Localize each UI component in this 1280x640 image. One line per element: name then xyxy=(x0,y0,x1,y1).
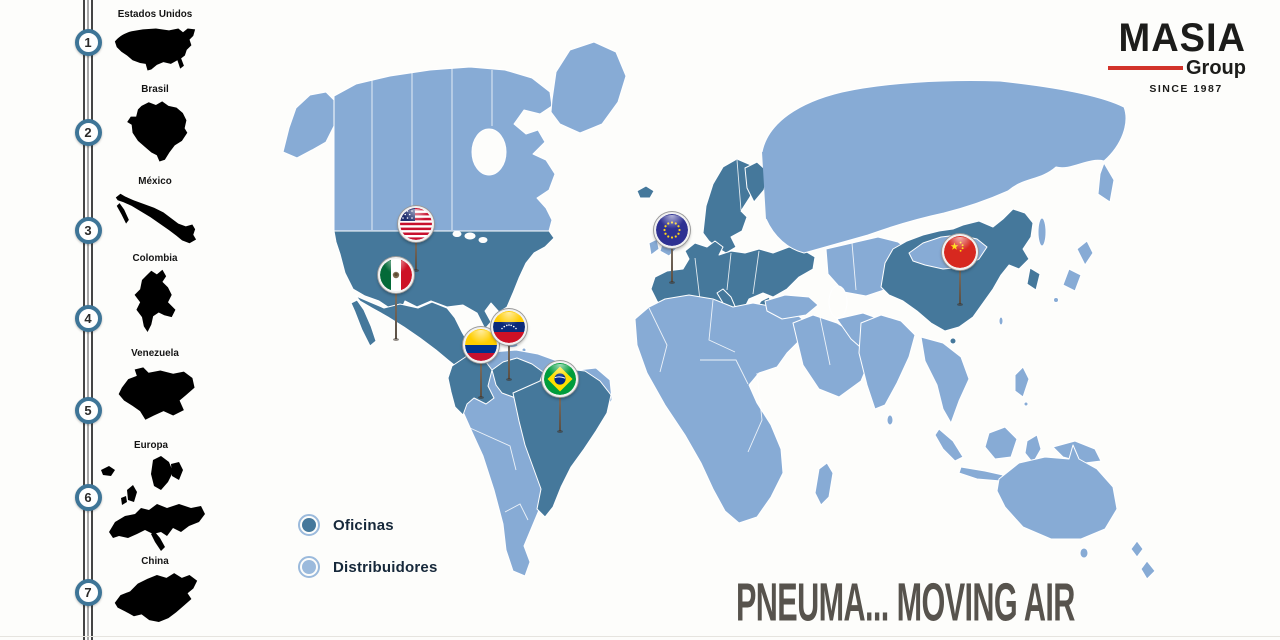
region-oceania xyxy=(934,366,1156,580)
legend-offices-row: Oficinas xyxy=(298,514,437,536)
sidebar-number-badge: 6 xyxy=(74,483,102,511)
flag-pin-mexico xyxy=(378,257,414,341)
flag-pin-brasil xyxy=(542,361,578,433)
sidebar-country-label: Europa xyxy=(133,439,168,451)
pin-stick xyxy=(957,252,963,306)
pin-stick xyxy=(393,275,399,341)
office-marker-icon xyxy=(298,514,320,536)
sidebar-number-badge: 3 xyxy=(74,216,102,244)
sidebar-country-label: China xyxy=(141,555,169,567)
flag-pin-china xyxy=(942,234,978,306)
brand-logo: MASIA Group SINCE 1987 xyxy=(1108,18,1246,95)
sidebar-country-item: Colombia xyxy=(90,252,220,345)
flag-badge-icon xyxy=(378,257,414,293)
map-legend: Oficinas Distribuidores xyxy=(298,514,437,598)
legend-offices-label: Oficinas xyxy=(333,516,394,534)
logo-red-line xyxy=(1108,66,1183,70)
flag-pin-estados-unidos xyxy=(398,206,434,272)
sidebar-country-item: Venezuela xyxy=(90,347,220,424)
logo-brand-text: MASIA xyxy=(1118,15,1246,61)
pin-stick xyxy=(413,224,419,272)
sidebar-number-badge: 1 xyxy=(74,28,102,56)
sidebar-country-label: Colombia xyxy=(132,252,178,264)
logo-group-row: Group xyxy=(1108,58,1246,78)
sidebar-country-label: Brasil xyxy=(141,83,169,95)
legend-distributors-row: Distribuidores xyxy=(298,556,437,578)
sidebar-country-item: Estados Unidos xyxy=(90,8,220,75)
sidebar-country-item: Brasil xyxy=(90,83,220,164)
flag-badge-icon xyxy=(542,361,578,397)
sidebar-number-badge: 7 xyxy=(74,578,102,606)
sidebar-country-item: China xyxy=(90,555,220,628)
sidebar-country-label: México xyxy=(138,175,172,187)
sidebar-country-item: México xyxy=(90,175,220,246)
region-africa xyxy=(634,294,834,524)
sidebar-number-badge: 5 xyxy=(74,396,102,424)
sidebar-number-badge: 2 xyxy=(74,118,102,146)
flag-badge-icon xyxy=(398,206,434,242)
flag-pin-europa xyxy=(654,212,690,284)
region-north-america xyxy=(282,41,627,330)
pin-stick xyxy=(557,379,563,433)
logo-since-text: SINCE 1987 xyxy=(1149,83,1223,95)
bottom-hairline xyxy=(0,636,1280,637)
legend-distributors-label: Distribuidores xyxy=(333,558,438,576)
region-south-america xyxy=(447,349,613,577)
distributor-marker-icon xyxy=(298,556,320,578)
pin-stick xyxy=(506,327,512,381)
sidebar-country-label: Venezuela xyxy=(131,347,179,359)
flag-pin-venezuela xyxy=(491,309,527,381)
tagline: PNEUMA... MOVING AIR xyxy=(736,572,1075,632)
pin-stick xyxy=(478,345,484,399)
sidebar-number-badge: 4 xyxy=(74,304,102,332)
flag-badge-icon xyxy=(491,309,527,345)
logo-group-text: Group xyxy=(1186,57,1246,79)
flag-badge-icon xyxy=(654,212,690,248)
flag-badge-icon xyxy=(942,234,978,270)
pin-stick xyxy=(669,230,675,284)
sidebar-country-label: Estados Unidos xyxy=(117,8,193,20)
sidebar-country-item: Europa xyxy=(86,439,216,556)
